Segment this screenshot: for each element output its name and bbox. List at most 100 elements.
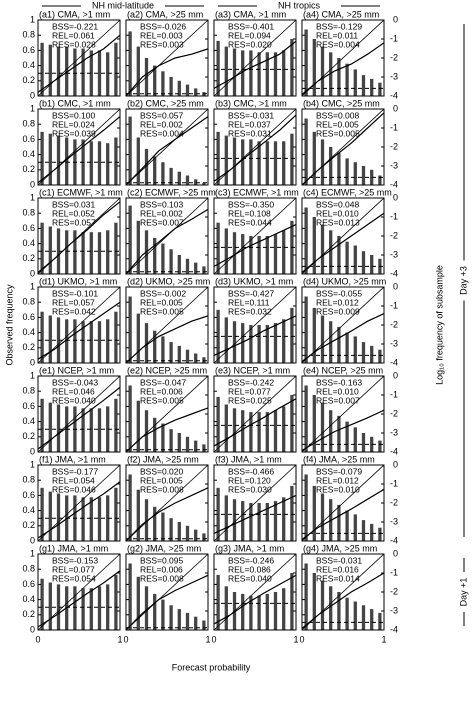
- panel-title: (d4) UKMO, >25 mm: [303, 276, 386, 286]
- panel-stat: BSS=-0.221: [52, 21, 98, 31]
- frequency-bar: [337, 326, 341, 363]
- y2-tick-label: -3: [390, 427, 398, 437]
- panel: (f4) JMA, >25 mm BSS=-0.079REL=0.012RES=0…: [301, 454, 398, 545]
- y2-tick-label: -1: [390, 567, 398, 577]
- perfect-reliability: [213, 464, 297, 542]
- panel: (f2) JMA, >25 mm BSS=0.020REL=0.005RES=0.…: [125, 454, 209, 542]
- y-tick-label: 0: [30, 268, 35, 278]
- panel-stat: BSS=-0.079: [316, 466, 362, 476]
- frequency-bar: [161, 336, 165, 363]
- frequency-bar: [89, 232, 93, 274]
- panel-stat: BSS=0.095: [140, 555, 184, 565]
- panel: (a1) CMA, >1 mm BSS=-0.221REL=0.061RES=0.…: [22, 9, 121, 100]
- reliability-curve: [301, 212, 385, 273]
- frequency-bar: [161, 243, 165, 274]
- frequency-bar: [194, 440, 198, 452]
- y-tick-label: 0.8: [22, 564, 35, 574]
- frequency-bar: [345, 241, 349, 274]
- frequency-bar: [224, 317, 228, 363]
- panel-stat: RES=0.007: [140, 217, 184, 227]
- panel: (b4) CMC, >25 mm BSS=0.008REL=0.005RES=0.…: [301, 98, 398, 189]
- panel-stat: REL=0.061: [52, 30, 95, 40]
- frequency-bar: [136, 313, 140, 363]
- perfect-reliability: [213, 286, 297, 364]
- panel-title: (b1) CMC, >1 mm: [39, 98, 111, 108]
- x-axis-label: Forecast probability: [172, 662, 251, 672]
- frequency-bar: [282, 50, 286, 96]
- frequency-bar: [232, 48, 237, 96]
- frequency-bar: [337, 504, 341, 541]
- panel-title: (f3) JMA, >1 mm: [215, 454, 282, 464]
- panel-title: (g2) JMA, >25 mm: [127, 543, 201, 553]
- frequency-bar: [282, 588, 286, 630]
- frequency-bar: [224, 46, 228, 96]
- frequency-bar: [257, 325, 261, 363]
- frequency-bar: [249, 236, 253, 274]
- reliability-curve: [125, 315, 209, 364]
- frequency-bar: [290, 485, 294, 541]
- panel-stat: REL=0.010: [316, 386, 359, 396]
- y-tick-label: 1: [30, 459, 35, 469]
- y-tick-label: 0.2: [22, 164, 35, 174]
- panel-stat: RES=0.057: [52, 217, 96, 227]
- perfect-reliability: [301, 375, 385, 453]
- reliability-curve: [301, 572, 385, 629]
- panel-stat: RES=0.042: [52, 306, 96, 316]
- panel-stat: REL=0.005: [140, 297, 183, 307]
- frequency-bar: [320, 139, 325, 185]
- panel-stat: RES=0.009: [316, 306, 360, 316]
- panel: (c1) ECMWF, >1 mm BSS=0.031REL=0.052RES=0…: [22, 187, 122, 278]
- frequency-bar: [194, 88, 198, 96]
- panel-stat: REL=0.077: [52, 564, 95, 574]
- frequency-bar: [194, 353, 198, 363]
- reliability-curve: [301, 112, 385, 186]
- y-tick-label: 1: [30, 192, 35, 202]
- frequency-bar: [224, 228, 228, 274]
- frequency-bar: [114, 487, 118, 541]
- y2-tick-label: -1: [390, 33, 398, 43]
- panel-title: (b4) CMC, >25 mm: [303, 98, 380, 108]
- frequency-bar: [106, 52, 110, 96]
- reliability-curve: [125, 487, 209, 542]
- perfect-reliability: [37, 464, 121, 542]
- frequency-bar: [177, 609, 181, 630]
- panel-stat: BSS=-0.427: [228, 288, 274, 298]
- frequency-bar: [202, 620, 206, 630]
- frequency-bar: [56, 404, 61, 452]
- y-tick-label: 0.8: [22, 297, 35, 307]
- panel-stat: REL=0.094: [228, 30, 271, 40]
- frequency-bar: [378, 175, 382, 185]
- y-tick-label: 0: [30, 446, 35, 456]
- frequency-bar: [136, 137, 140, 185]
- frequency-bar: [216, 396, 220, 452]
- frequency-bar: [370, 523, 374, 541]
- frequency-bar: [177, 433, 181, 452]
- frequency-bar: [48, 491, 52, 541]
- reliability-curve: [125, 407, 209, 453]
- frequency-bar: [361, 520, 366, 541]
- reliability-curve: [213, 114, 297, 182]
- panel-stat: RES=0.008: [140, 484, 184, 494]
- reliability-curve: [37, 386, 121, 450]
- frequency-bar: [312, 485, 316, 541]
- reliability-curve: [301, 409, 385, 451]
- frequency-bar: [273, 592, 278, 630]
- panel: (g1) JMA, >1 mm BSS=-0.153REL=0.077RES=0.…: [22, 543, 122, 644]
- frequency-bar: [361, 342, 366, 363]
- panel-stat: BSS=0.031: [52, 199, 96, 209]
- frequency-bar: [216, 40, 220, 96]
- frequency-bar: [216, 309, 220, 363]
- panel-title: (e1) NCEP, >1 mm: [39, 365, 114, 375]
- y2-tick-label: -3: [390, 160, 398, 170]
- panel-stat: BSS=0.020: [140, 466, 184, 476]
- frequency-bar: [185, 612, 190, 630]
- frequency-bar: [249, 139, 253, 185]
- y-tick-label: 0: [30, 535, 35, 545]
- panel-stat: RES=0.014: [316, 573, 360, 583]
- frequency-bar: [257, 503, 261, 541]
- panel-stat: BSS=-0.177: [52, 466, 98, 476]
- panel-stat: REL=0.086: [228, 564, 271, 574]
- perfect-reliability: [213, 19, 297, 97]
- frequency-bar: [304, 563, 308, 630]
- panel-stat: RES=0.054: [52, 573, 96, 583]
